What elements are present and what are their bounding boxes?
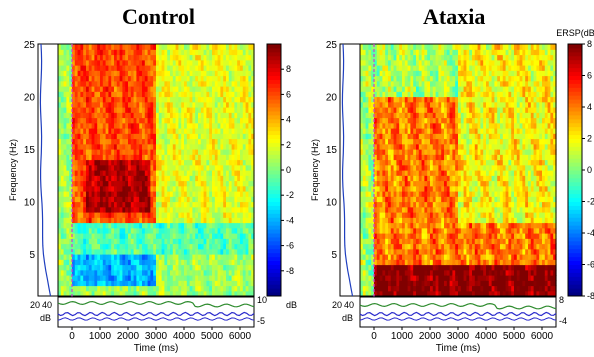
envelope-tick-label: 20 [30,300,40,310]
envelope-tick-label: -5 [257,316,265,326]
chart-title-control: Control [122,4,195,29]
x-tick-label: 3000 [145,331,168,342]
y-tick-label: 10 [326,198,338,209]
envelope-unit-label: dB [342,313,353,323]
colorbar-tick-label: 0 [286,165,291,175]
colorbar-unit-label: dB [286,300,297,310]
envelope-line-lower [359,311,557,317]
colorbar-unit-label: ERSP(dB) [556,28,594,38]
x-tick-label: 2000 [419,331,442,342]
envelope-tick-label: 40 [344,300,354,310]
x-tick-label: 6000 [229,331,252,342]
envelope-tick-label: 40 [42,300,52,310]
y-tick-label: 15 [326,145,338,156]
colorbar-1 [568,44,582,297]
colorbar-tick-label: -8 [286,266,294,276]
colorbar-tick-label: 4 [286,115,291,125]
colorbar-tick-label: -2 [587,197,594,207]
chart-title-ataxia: Ataxia [423,4,486,29]
x-tick-label: 2000 [117,331,140,342]
y-tick-label: 20 [326,93,338,104]
x-tick-label: 4000 [475,331,498,342]
y-tick-label: 15 [24,145,36,156]
colorbar-tick-label: 0 [587,165,592,175]
ersp-heatmap-1 [360,44,557,297]
envelope-line-lower [57,311,255,317]
envelope-tick-label: 10 [257,295,267,305]
envelope-tick-label: 8 [559,295,564,305]
colorbar-tick-label: 8 [587,39,592,49]
x-tick-label: 0 [69,331,75,342]
y-tick-label: 5 [29,250,35,261]
y-tick-label: 25 [326,40,338,51]
x-tick-label: 5000 [503,331,526,342]
y-axis-label: Frequency (Hz) [8,139,18,201]
colorbar-tick-label: -6 [286,241,294,251]
colorbar-tick-label: -8 [587,291,594,301]
colorbar-tick-label: 6 [587,71,592,81]
x-tick-label: 1000 [89,331,112,342]
colorbar-0 [267,44,281,297]
y-tick-label: 25 [24,40,36,51]
envelope-tick-label: -4 [559,316,567,326]
envelope-unit-label: dB [40,313,51,323]
colorbar-tick-label: -4 [286,215,294,225]
y-tick-label: 5 [331,250,337,261]
colorbar-tick-label: 4 [587,102,592,112]
x-axis-label: Time (ms) [134,343,179,354]
colorbar-tick-label: 6 [286,89,291,99]
colorbar-tick-label: -6 [587,260,594,270]
colorbar-tick-label: -4 [587,228,594,238]
colorbar-tick-label: 2 [587,134,592,144]
x-axis-label: Time (ms) [436,343,481,354]
envelope-line-lower-2 [359,317,557,321]
x-tick-label: 4000 [173,331,196,342]
x-tick-label: 3000 [447,331,470,342]
envelope-frame [359,296,557,328]
colorbar-tick-label: 2 [286,140,291,150]
colorbar-tick-label: -2 [286,190,294,200]
envelope-frame [57,296,255,328]
x-tick-label: 0 [371,331,377,342]
envelope-line-upper [359,302,557,310]
envelope-line-upper [57,300,255,308]
envelope-line-lower-2 [57,317,255,321]
x-tick-label: 1000 [391,331,414,342]
y-tick-label: 10 [24,198,36,209]
x-tick-label: 5000 [201,331,224,342]
envelope-tick-label: 20 [332,300,342,310]
baseline-spectrum-line [341,43,354,297]
colorbar-tick-label: 8 [286,64,291,74]
ersp-heatmap-0 [58,44,255,297]
y-tick-label: 20 [24,93,36,104]
baseline-spectrum-line [39,43,52,297]
y-axis-label: Frequency (Hz) [310,139,320,201]
x-tick-label: 6000 [531,331,554,342]
